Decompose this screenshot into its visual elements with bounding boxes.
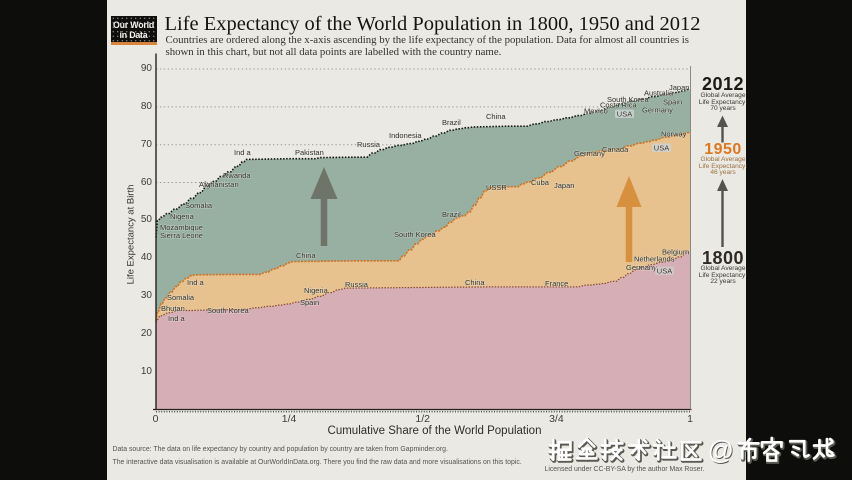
- svg-text:Netherlands: Netherlands: [634, 255, 675, 264]
- svg-text:Belgium: Belgium: [662, 248, 689, 257]
- svg-text:Nigeria: Nigeria: [304, 286, 329, 295]
- svg-text:South Korea: South Korea: [394, 230, 437, 239]
- svg-text:Rwanda: Rwanda: [223, 171, 251, 180]
- svg-text:South Korea: South Korea: [207, 306, 250, 315]
- svg-text:Costa Rica: Costa Rica: [600, 101, 638, 110]
- svg-text:Ind a: Ind a: [234, 148, 252, 157]
- svg-text:China: China: [465, 278, 485, 287]
- svg-text:USA: USA: [616, 110, 631, 119]
- svg-text:Somalia: Somalia: [185, 201, 213, 210]
- svg-text:Nigeria: Nigeria: [170, 212, 195, 221]
- svg-text:Brazil: Brazil: [442, 118, 461, 127]
- svg-text:Somalia: Somalia: [167, 293, 195, 302]
- svg-text:Pakistan: Pakistan: [295, 148, 324, 157]
- svg-text:Germany: Germany: [626, 263, 657, 272]
- svg-text:Japan: Japan: [554, 181, 574, 190]
- svg-text:Cuba: Cuba: [531, 178, 550, 187]
- svg-text:Spain: Spain: [300, 298, 319, 307]
- svg-text:USA: USA: [653, 144, 668, 153]
- svg-text:Spain: Spain: [663, 98, 682, 107]
- svg-text:Ind a: Ind a: [168, 314, 186, 323]
- svg-text:Germany: Germany: [642, 106, 673, 115]
- svg-text:Indonesia: Indonesia: [389, 131, 422, 140]
- svg-text:China: China: [486, 112, 506, 121]
- svg-text:Bhutan: Bhutan: [161, 304, 185, 313]
- svg-text:France: France: [545, 279, 568, 288]
- svg-text:USA: USA: [656, 267, 671, 276]
- svg-text:South Korea: South Korea: [607, 95, 650, 104]
- svg-text:Japan: Japan: [669, 83, 689, 92]
- svg-text:USSR: USSR: [486, 183, 507, 192]
- svg-text:Brazil: Brazil: [442, 210, 461, 219]
- svg-text:Ind a: Ind a: [187, 278, 205, 287]
- svg-text:Norway: Norway: [661, 130, 687, 139]
- svg-text:Afghanistan: Afghanistan: [199, 180, 239, 189]
- svg-text:Mexico: Mexico: [584, 107, 608, 116]
- svg-text:Russia: Russia: [357, 140, 381, 149]
- svg-text:Sierra Leone: Sierra Leone: [160, 231, 203, 240]
- svg-text:Canada: Canada: [602, 145, 629, 154]
- svg-text:Mozambique: Mozambique: [160, 223, 203, 232]
- svg-text:Russia: Russia: [345, 280, 369, 289]
- svg-text:China: China: [296, 251, 316, 260]
- svg-text:Australia: Australia: [644, 89, 674, 98]
- svg-text:Germany: Germany: [574, 149, 605, 158]
